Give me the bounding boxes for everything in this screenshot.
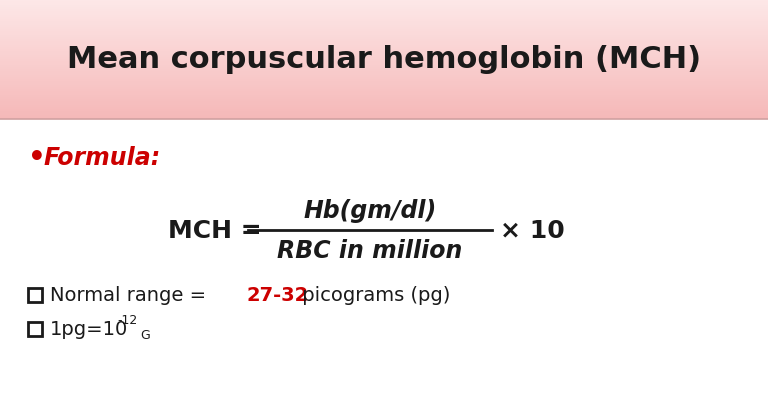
Bar	[0, 67, 768, 70]
Bar	[0, 100, 768, 104]
Bar	[0, 29, 768, 32]
Bar	[0, 102, 768, 106]
Bar	[0, 53, 768, 56]
Bar	[0, 49, 768, 52]
Bar	[0, 87, 768, 90]
Bar	[0, 5, 768, 8]
Bar	[0, 15, 768, 18]
Bar	[0, 71, 768, 74]
Bar	[0, 117, 768, 119]
Bar	[0, 85, 768, 87]
Bar	[0, 96, 768, 100]
Bar	[0, 63, 768, 66]
Bar	[0, 89, 768, 92]
Bar	[0, 61, 768, 64]
Bar	[0, 21, 768, 24]
Bar	[0, 109, 768, 111]
Bar	[0, 98, 768, 102]
Text: -12: -12	[117, 314, 137, 327]
Text: •: •	[28, 143, 46, 171]
Bar	[0, 47, 768, 50]
Bar	[0, 65, 768, 68]
Text: × 10: × 10	[500, 218, 564, 243]
Bar	[0, 1, 768, 4]
Bar	[0, 37, 768, 40]
Bar	[0, 77, 768, 80]
Text: RBC in million: RBC in million	[277, 239, 462, 262]
Bar	[0, 31, 768, 34]
Text: 27-32: 27-32	[246, 286, 308, 305]
Bar	[0, 83, 768, 85]
Bar	[0, 43, 768, 46]
Bar	[0, 3, 768, 6]
Text: MCH =: MCH =	[168, 218, 262, 243]
Text: 1pg=10: 1pg=10	[50, 320, 128, 339]
Bar	[0, 9, 768, 12]
Text: picograms (pg): picograms (pg)	[296, 286, 450, 305]
Bar	[0, 79, 768, 82]
Bar	[0, 113, 768, 115]
Bar	[0, 81, 768, 84]
Bar	[0, 51, 768, 54]
Bar	[0, 91, 768, 94]
Bar	[0, 55, 768, 58]
Bar	[0, 11, 768, 14]
Bar	[0, 27, 768, 30]
Text: Hb(gm/dl): Hb(gm/dl)	[303, 198, 437, 222]
Bar	[0, 17, 768, 20]
Bar	[0, 41, 768, 44]
Bar	[0, 13, 768, 16]
Bar	[0, 59, 768, 62]
Bar	[0, 93, 768, 96]
Bar	[0, 95, 768, 98]
Bar	[0, 35, 768, 38]
Bar	[0, 25, 768, 28]
Bar	[0, 7, 768, 10]
Bar	[0, 104, 768, 108]
Bar	[0, 45, 768, 48]
Text: Formula:: Formula:	[44, 145, 161, 169]
Bar	[0, 19, 768, 22]
Bar	[0, 57, 768, 60]
Bar	[0, 75, 768, 78]
Bar	[0, 23, 768, 26]
Bar	[0, 111, 768, 113]
Bar	[28, 288, 42, 302]
Text: Mean corpuscular hemoglobin (MCH): Mean corpuscular hemoglobin (MCH)	[67, 45, 701, 74]
Bar	[0, 33, 768, 36]
Text: G: G	[140, 329, 150, 342]
Bar	[0, 69, 768, 72]
Bar	[0, 115, 768, 117]
Bar	[28, 322, 42, 336]
Bar	[0, 0, 768, 2]
Bar	[0, 107, 768, 109]
Text: Normal range =: Normal range =	[50, 286, 213, 305]
Bar	[0, 39, 768, 42]
Bar	[0, 72, 768, 76]
